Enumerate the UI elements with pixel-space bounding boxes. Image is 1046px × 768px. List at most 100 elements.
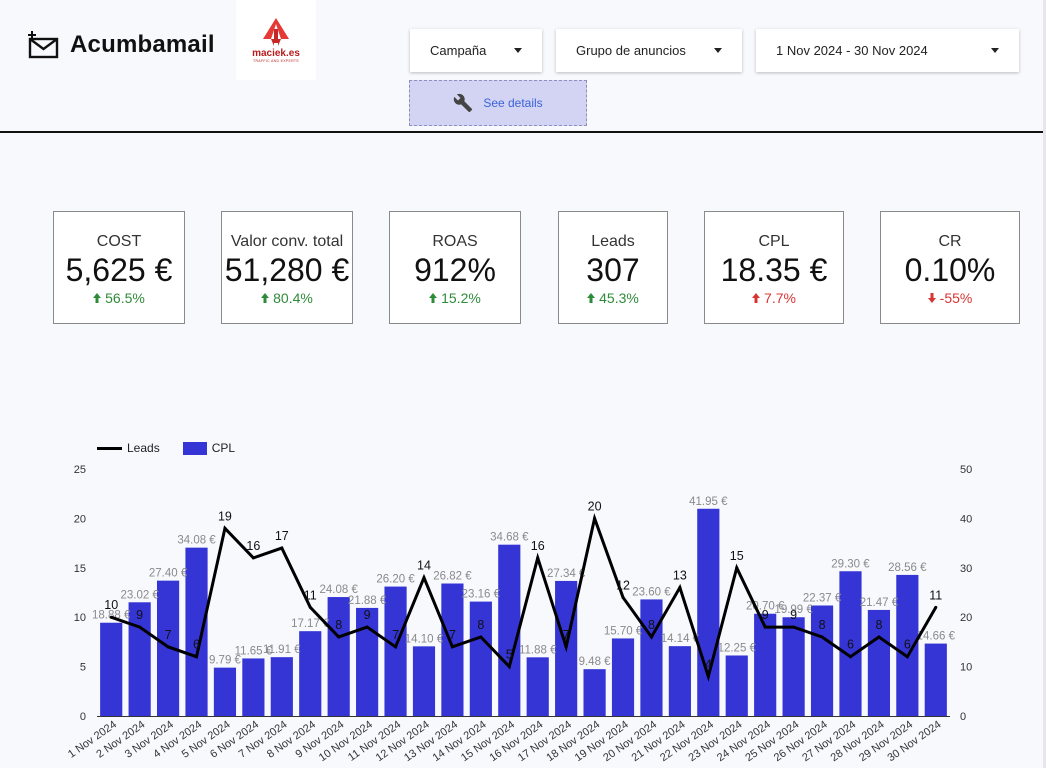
partner-logo-text: maciek.es bbox=[252, 48, 300, 59]
brand[interactable]: Acumbamail bbox=[26, 30, 215, 60]
leads-data-label: 6 bbox=[904, 638, 911, 652]
leads-point bbox=[763, 625, 767, 629]
leads-data-label: 14 bbox=[417, 559, 431, 573]
kpi-value: 307 bbox=[586, 252, 640, 288]
campaign-dropdown[interactable]: Campaña bbox=[410, 29, 542, 72]
kpi-label: ROAS bbox=[432, 233, 478, 250]
right-axis-tick: 10 bbox=[960, 662, 972, 674]
leads-point bbox=[877, 635, 881, 639]
leads-data-label: 8 bbox=[875, 618, 882, 632]
kpi-value: 5,625 € bbox=[65, 252, 173, 288]
left-axis-tick: 5 bbox=[80, 662, 86, 674]
cpl-bar-label: 14.10 € bbox=[405, 633, 444, 645]
arrow-up-icon bbox=[261, 293, 270, 303]
kpi-delta: 45.3% bbox=[559, 289, 667, 307]
cpl-bar-label: 23.02 € bbox=[120, 589, 159, 601]
left-axis-tick: 10 bbox=[74, 612, 86, 624]
leads-data-label: 7 bbox=[449, 628, 456, 642]
cpl-bar bbox=[327, 597, 350, 716]
kpi-delta: 15.2% bbox=[390, 289, 520, 307]
cpl-bar bbox=[270, 657, 293, 716]
left-axis-tick: 25 bbox=[74, 464, 86, 476]
right-axis-tick: 50 bbox=[960, 464, 972, 476]
leads-data-label: 6 bbox=[847, 638, 854, 652]
cpl-bar-label: 27.34 € bbox=[547, 568, 586, 580]
cpl-bar-label: 14.14 € bbox=[661, 633, 700, 645]
cpl-bar-label: 9.48 € bbox=[579, 656, 612, 668]
kpi-delta-value: 45.3% bbox=[599, 290, 639, 306]
cpl-bar-label: 34.08 € bbox=[177, 535, 216, 547]
leads-data-label: 11 bbox=[304, 588, 317, 602]
cpl-bar-label: 9.79 € bbox=[209, 655, 242, 667]
kpi-label: COST bbox=[96, 233, 142, 250]
cpl-bar-label: 27.40 € bbox=[149, 568, 188, 580]
see-details-button[interactable]: See details bbox=[409, 80, 587, 126]
cpl-bar bbox=[754, 613, 777, 716]
kpi-delta-value: -55% bbox=[939, 290, 973, 306]
kpi-delta: -55% bbox=[881, 289, 1019, 307]
arrow-up-icon bbox=[93, 293, 102, 303]
ad-group-dropdown[interactable]: Grupo de anuncios bbox=[556, 29, 742, 72]
arrow-down-icon bbox=[927, 293, 936, 303]
legend-swatch-leads bbox=[97, 446, 122, 450]
cpl-bar bbox=[299, 631, 322, 716]
cpl-bar-label: 19.99 € bbox=[774, 604, 813, 616]
cpl-bar bbox=[242, 658, 265, 716]
cpl-bar bbox=[356, 607, 379, 716]
leads-data-label: 12 bbox=[616, 578, 630, 592]
kpi-delta-value: 56.5% bbox=[105, 290, 145, 306]
leads-point bbox=[251, 556, 255, 560]
cpl-bar-label: 14.66 € bbox=[917, 631, 956, 643]
cpl-bar-label: 15.70 € bbox=[604, 625, 643, 637]
cpl-bar bbox=[924, 643, 947, 716]
leads-point bbox=[166, 645, 170, 649]
kpi-label: CR bbox=[938, 233, 962, 250]
leads-point bbox=[621, 595, 625, 599]
kpi-card-cr: CR 0.10% -55% bbox=[880, 211, 1020, 324]
cpl-bar-label: 12.25 € bbox=[718, 642, 757, 654]
leads-data-label: 9 bbox=[762, 608, 769, 622]
kpi-label: Leads bbox=[591, 233, 635, 250]
leads-data-label: 7 bbox=[165, 628, 172, 642]
wrench-icon bbox=[454, 93, 473, 113]
cpl-bar-label: 21.88 € bbox=[348, 595, 387, 607]
cpl-bar bbox=[782, 617, 805, 716]
leads-point bbox=[564, 645, 568, 649]
left-axis-tick: 20 bbox=[74, 513, 86, 525]
leads-point bbox=[223, 526, 227, 530]
arrow-up-icon bbox=[752, 293, 761, 303]
leads-data-label: 7 bbox=[563, 628, 570, 642]
mail-icon bbox=[28, 31, 59, 59]
legend-label-cpl: CPL bbox=[211, 441, 236, 455]
leads-point bbox=[735, 566, 739, 570]
leads-point bbox=[593, 516, 597, 520]
kpi-card-leads: Leads 307 45.3% bbox=[558, 211, 668, 324]
cpl-bar bbox=[810, 605, 834, 716]
kpi-card-conv-value: Valor conv. total 51,280 € 80.4% bbox=[221, 211, 353, 324]
leads-point bbox=[706, 674, 710, 678]
cpl-bar bbox=[611, 638, 635, 716]
leads-point bbox=[848, 655, 852, 659]
kpi-delta: 7.7% bbox=[705, 289, 843, 307]
cpl-bar-label: 41.95 € bbox=[689, 496, 728, 508]
leads-data-label: 8 bbox=[648, 618, 655, 632]
cpl-bar-label: 11.91 € bbox=[263, 644, 301, 656]
cpl-bar-label: 22.37 € bbox=[803, 592, 842, 604]
leads-data-label: 20 bbox=[588, 499, 602, 513]
leads-point bbox=[337, 635, 341, 639]
chart-legend: Leads CPL bbox=[97, 441, 235, 455]
arrow-up-icon bbox=[587, 293, 596, 303]
leads-point bbox=[792, 625, 796, 629]
rocket-icon bbox=[263, 18, 289, 46]
cpl-bar-label: 24.08 € bbox=[319, 584, 358, 596]
cpl-bar bbox=[640, 599, 663, 716]
cpl-bar bbox=[498, 544, 521, 716]
cpl-bar bbox=[867, 609, 891, 716]
chevron-down-icon bbox=[714, 48, 722, 53]
kpi-card-roas: ROAS 912% 15.2% bbox=[389, 211, 521, 324]
leads-data-label: 9 bbox=[364, 608, 371, 622]
date-range-picker[interactable]: 1 Nov 2024 - 30 Nov 2024 bbox=[756, 29, 1019, 72]
leads-point bbox=[422, 576, 426, 580]
chevron-down-icon bbox=[514, 48, 522, 53]
